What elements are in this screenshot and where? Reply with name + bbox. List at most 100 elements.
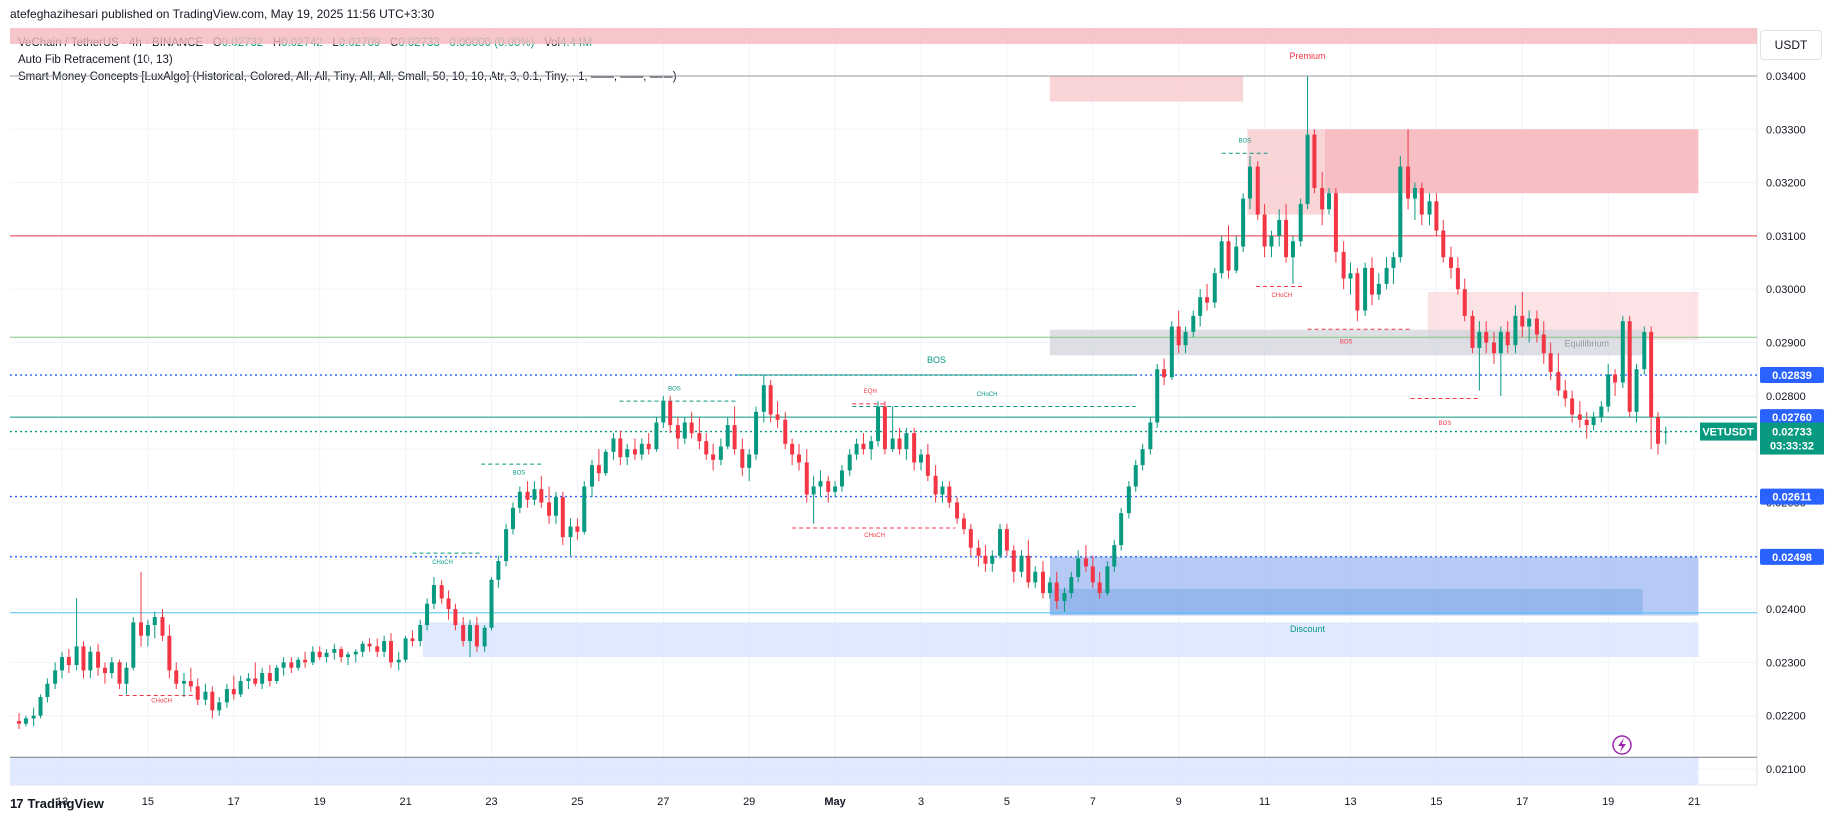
- y-tick-label: 0.02400: [1766, 604, 1806, 616]
- indicator-fib[interactable]: Auto Fib Retracement (10, 13): [18, 54, 173, 66]
- candle-up: [1391, 257, 1396, 268]
- candle-down: [912, 433, 917, 463]
- candle-down: [804, 462, 809, 495]
- candle-down: [210, 691, 215, 711]
- candle-up: [53, 670, 58, 684]
- candle-up: [1277, 219, 1282, 236]
- price-tag-label: 0.02839: [1772, 370, 1812, 382]
- candle-up: [403, 638, 408, 660]
- candle-up: [1620, 321, 1625, 383]
- candle-up: [1047, 582, 1052, 594]
- price-tag: [1760, 548, 1824, 565]
- annotation-label: CHoCH: [151, 698, 172, 704]
- candle-down: [339, 649, 344, 658]
- candle-up: [425, 603, 430, 626]
- candle-up: [1105, 566, 1110, 594]
- candle-down: [367, 643, 372, 647]
- x-tick-label: 17: [228, 796, 240, 808]
- price-tag-label: 0.02760: [1772, 412, 1812, 424]
- candle-down: [790, 443, 795, 455]
- last-price-label: 0.02733: [1772, 427, 1812, 439]
- candle-down: [618, 438, 623, 458]
- candle-up: [1062, 593, 1067, 602]
- candle-down: [17, 721, 22, 724]
- candle-up: [1527, 318, 1532, 327]
- candle-up: [1599, 406, 1604, 418]
- zone-supply-1: [1247, 129, 1325, 215]
- candle-down: [1534, 318, 1539, 335]
- y-tick-label: 0.03200: [1766, 178, 1806, 190]
- x-tick-label: 21: [399, 796, 411, 808]
- tradingview-logo[interactable]: 17 TradingView: [10, 796, 104, 811]
- candle-down: [1333, 193, 1338, 252]
- candle-up: [1191, 315, 1196, 332]
- annotation-label: Discount: [1290, 624, 1326, 634]
- candle-down: [1341, 251, 1346, 279]
- candle-down: [96, 651, 101, 668]
- candle-up: [1513, 315, 1518, 346]
- candle-up: [1241, 198, 1246, 247]
- candle-up: [1212, 273, 1217, 303]
- candle-up: [1327, 193, 1332, 210]
- candle-up: [1412, 187, 1417, 199]
- candle-up: [224, 689, 229, 703]
- candle-up: [131, 622, 136, 668]
- candle-down: [1369, 267, 1374, 295]
- candle-down: [231, 689, 236, 695]
- y-tick-label: 0.02100: [1766, 764, 1806, 776]
- annotation-label: BOS: [927, 355, 946, 365]
- candle-up: [904, 433, 909, 450]
- candle-down: [1320, 187, 1325, 210]
- candle-up: [23, 718, 28, 724]
- candle-up: [60, 657, 64, 671]
- candle-down: [783, 419, 788, 444]
- candle-down: [596, 465, 601, 474]
- candle-down: [1262, 214, 1267, 247]
- annotation-label: CHoCH: [432, 560, 453, 566]
- candle-down: [961, 518, 966, 530]
- candle-down: [732, 425, 737, 450]
- candle-up: [310, 651, 315, 663]
- candle-up: [504, 529, 509, 562]
- indicator-smc[interactable]: Smart Money Concepts [LuxAlgo] (Historic…: [18, 71, 677, 83]
- candle-down: [968, 529, 973, 548]
- candle-down: [1505, 331, 1510, 346]
- candle-down: [1040, 571, 1045, 594]
- candle-up: [1298, 203, 1303, 242]
- candle-down: [1584, 419, 1589, 426]
- candle-up: [1033, 571, 1038, 583]
- candle-up: [1348, 273, 1353, 279]
- candle-down: [1656, 417, 1661, 444]
- x-tick-label: 7: [1090, 796, 1096, 808]
- candle-up: [1169, 326, 1174, 378]
- candle-down: [768, 385, 773, 415]
- candle-down: [1284, 219, 1289, 258]
- candle-up: [1234, 246, 1239, 271]
- candle-up: [625, 449, 630, 458]
- candle-down: [410, 638, 415, 642]
- candle-down: [1484, 331, 1489, 343]
- flash-icon[interactable]: [1612, 735, 1632, 755]
- annotation-label: CHoCH: [864, 533, 885, 539]
- x-tick-label: 13: [56, 796, 68, 808]
- x-tick-label: 15: [1430, 796, 1442, 808]
- candle-up: [839, 470, 844, 487]
- candle-up: [1398, 166, 1403, 258]
- candle-up: [418, 625, 423, 642]
- candle-up: [124, 667, 129, 684]
- candle-down: [446, 598, 451, 610]
- candle-up: [990, 555, 995, 564]
- candle-down: [289, 662, 294, 668]
- zone-supply-2: [1324, 129, 1699, 194]
- candle-up: [718, 446, 723, 460]
- candle-up: [217, 702, 222, 711]
- candle-up: [468, 625, 473, 642]
- candle-down: [1226, 241, 1231, 271]
- annotation-label: BOS: [1340, 340, 1353, 346]
- candle-down: [1011, 550, 1016, 572]
- candle-up: [1198, 297, 1203, 316]
- currency-button[interactable]: USDT: [1760, 30, 1822, 60]
- price-tag-label: 0.02611: [1772, 492, 1811, 504]
- y-tick-label: 0.03400: [1766, 71, 1806, 83]
